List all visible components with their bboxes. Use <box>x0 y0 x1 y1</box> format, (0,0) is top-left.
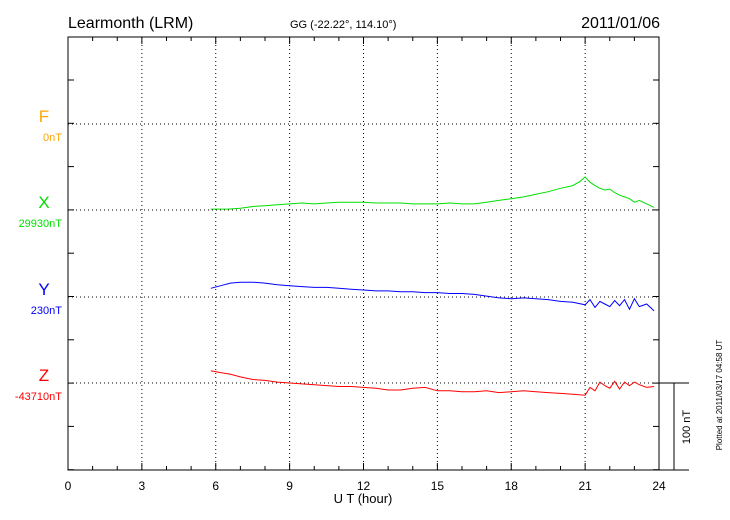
x-tick-label: 21 <box>578 479 592 493</box>
x-axis-label: U T (hour) <box>334 491 393 506</box>
x-tick-label: 12 <box>357 479 371 493</box>
series-name-x: X <box>38 193 49 212</box>
series-labels: F 0nT X 29930nT Y 230nT Z -43710nT <box>15 107 62 403</box>
x-tick-label: 6 <box>212 479 219 493</box>
series-baseline-y: 230nT <box>31 305 62 317</box>
series-name-z: Z <box>39 366 49 385</box>
series-line-x <box>210 176 655 210</box>
series-baseline-x: 29930nT <box>19 218 63 230</box>
series-lines <box>210 176 655 396</box>
series-baseline-f: 0nT <box>43 132 62 144</box>
x-tick-label: 3 <box>139 479 146 493</box>
chart-date: 2011/01/06 <box>581 15 660 32</box>
scale-bar: 100 nT <box>659 382 693 471</box>
series-line-y <box>210 281 655 312</box>
x-tick-label: 9 <box>286 479 293 493</box>
plotted-timestamp: Plotted at 2011/03/17 04:58 UT <box>715 340 724 451</box>
chart-coordinates: GG (-22.22°, 114.10°) <box>290 19 396 31</box>
chart-title: Learmonth (LRM) <box>68 15 193 32</box>
series-name-f: F <box>39 107 49 126</box>
grid <box>68 37 659 471</box>
series-name-y: Y <box>38 280 49 299</box>
x-tick-label: 15 <box>431 479 445 493</box>
scale-bar-label: 100 nT <box>681 410 693 445</box>
x-tick-label: 24 <box>652 479 666 493</box>
series-baseline-z: -43710nT <box>15 391 62 403</box>
series-line-z <box>210 370 655 396</box>
x-axis: 0 3 6 9 12 15 18 21 24 <box>65 37 666 493</box>
x-tick-label: 0 <box>65 479 72 493</box>
x-tick-label: 18 <box>505 479 519 493</box>
